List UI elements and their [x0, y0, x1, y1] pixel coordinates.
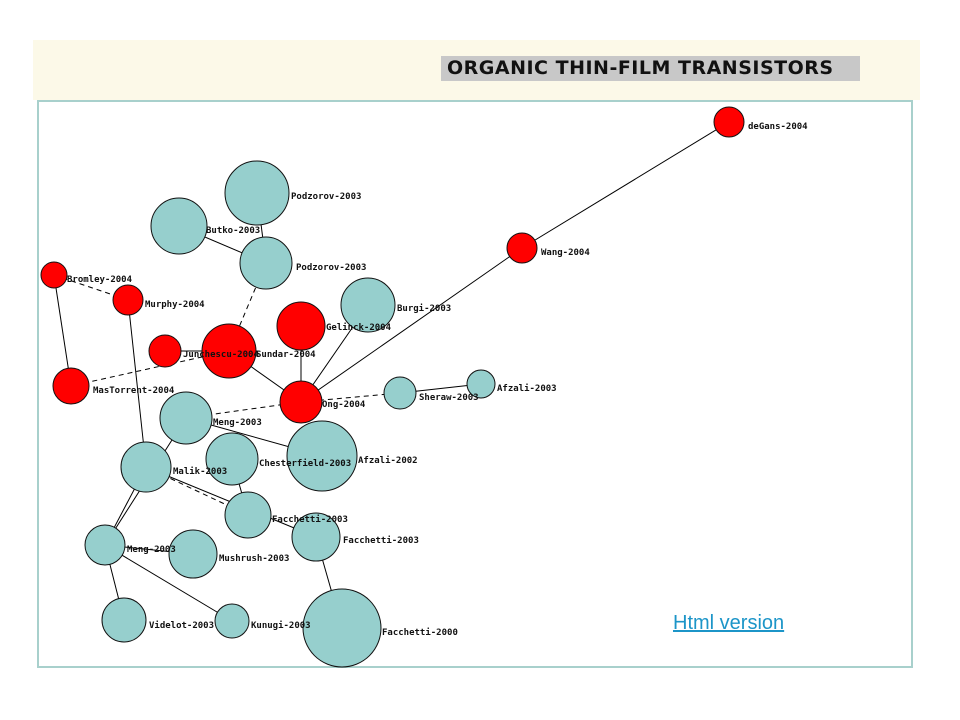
node-label: Gelinck-2004 — [326, 322, 392, 333]
edge-murphy2004-malik2003 — [127, 299, 147, 468]
node-facchetti2003a — [224, 491, 272, 539]
node-circle — [340, 277, 396, 333]
edge-wang2004-ong2004 — [300, 247, 523, 403]
node-degans2004 — [713, 106, 745, 138]
node-circle — [383, 376, 417, 410]
edge-degans2004-wang2004 — [521, 121, 730, 249]
node-label: Butko-2003 — [206, 226, 260, 236]
node-sundar2004 — [201, 323, 257, 379]
node-circle — [239, 236, 293, 290]
node-malik2003 — [120, 441, 172, 493]
html-version-link[interactable]: Html version — [673, 612, 785, 634]
node-label: Sundar-2004 — [256, 350, 316, 360]
node-podzorov2003a — [224, 160, 290, 226]
node-label: Chesterfield-2003 — [259, 458, 351, 469]
node-label: Bromley-2004 — [67, 275, 133, 285]
node-circle — [84, 524, 126, 566]
edge-meng2003b-kunugi2003 — [104, 544, 233, 622]
node-circle — [466, 369, 496, 399]
node-label: Meng-2003 — [127, 545, 176, 555]
node-podzorov2003b — [239, 236, 293, 290]
node-burgi2003 — [340, 277, 396, 333]
node-circle — [286, 420, 358, 492]
node-bromley2004 — [40, 261, 68, 289]
node-circle — [214, 603, 250, 639]
node-circle — [302, 588, 382, 668]
node-label: Murphy-2004 — [145, 300, 205, 310]
node-label: Mushrush-2003 — [219, 554, 289, 564]
node-circle — [159, 391, 213, 445]
node-circle — [52, 367, 90, 405]
node-circle — [40, 261, 68, 289]
node-circle — [713, 106, 745, 138]
node-circle — [224, 160, 290, 226]
node-ong2004 — [279, 380, 323, 424]
node-label: Podzorov-2003 — [291, 192, 361, 202]
node-label: Ong-2004 — [322, 400, 366, 410]
node-circle — [168, 529, 218, 579]
page-title: ORGANIC THIN-FILM TRANSISTORS — [441, 56, 860, 81]
node-facchetti2000 — [302, 588, 382, 668]
node-meng2003b — [84, 524, 126, 566]
edge-podzorov2003b-sundar2004 — [228, 262, 267, 352]
node-murphy2004 — [112, 284, 144, 316]
node-circle — [506, 232, 538, 264]
node-label: Malik-2003 — [173, 466, 227, 477]
node-circle — [276, 301, 326, 351]
node-mastorrent2004 — [52, 367, 90, 405]
node-circle — [279, 380, 323, 424]
node-chesterfield2003 — [205, 432, 259, 486]
node-label: deGans-2004 — [748, 122, 808, 132]
node-label: Meng-2003 — [213, 418, 262, 428]
node-label: Kunugi-2003 — [251, 620, 311, 631]
node-videlot2003 — [101, 597, 147, 643]
node-afzali2003 — [466, 369, 496, 399]
edge-bromley2004-mastorrent2004 — [53, 274, 72, 387]
node-kunugi2003 — [214, 603, 250, 639]
node-label: Facchetti-2003 — [343, 535, 419, 546]
edge-ong2004-sheraw2003 — [300, 392, 401, 403]
node-mushrush2003 — [168, 529, 218, 579]
node-circle — [101, 597, 147, 643]
node-circle — [291, 512, 341, 562]
node-circle — [224, 491, 272, 539]
node-gelinck2004 — [276, 301, 326, 351]
node-label: Afzali-2003 — [497, 383, 557, 394]
node-label: Videlot-2003 — [149, 620, 214, 631]
node-circle — [150, 197, 208, 255]
node-meng2003a — [159, 391, 213, 445]
node-label: Sheraw-2003 — [419, 393, 479, 403]
node-wang2004 — [506, 232, 538, 264]
node-afzali2002 — [286, 420, 358, 492]
node-circle — [120, 441, 172, 493]
node-circle — [148, 334, 182, 368]
node-label: MasTorrent-2004 — [93, 386, 175, 396]
node-circle — [112, 284, 144, 316]
node-facchetti2003b — [291, 512, 341, 562]
node-label: Wang-2004 — [541, 248, 590, 258]
node-circle — [205, 432, 259, 486]
node-label: Burgi-2003 — [397, 303, 451, 314]
node-label: Facchetti-2003 — [272, 514, 348, 525]
node-junchescu2004 — [148, 334, 182, 368]
node-label: Podzorov-2003 — [296, 263, 366, 273]
node-circle — [201, 323, 257, 379]
node-label: Facchetti-2000 — [382, 627, 458, 638]
node-sheraw2003 — [383, 376, 417, 410]
node-label: Afzali-2002 — [358, 455, 418, 466]
node-label: Junchescu-2004 — [183, 350, 259, 360]
node-butko2003 — [150, 197, 208, 255]
